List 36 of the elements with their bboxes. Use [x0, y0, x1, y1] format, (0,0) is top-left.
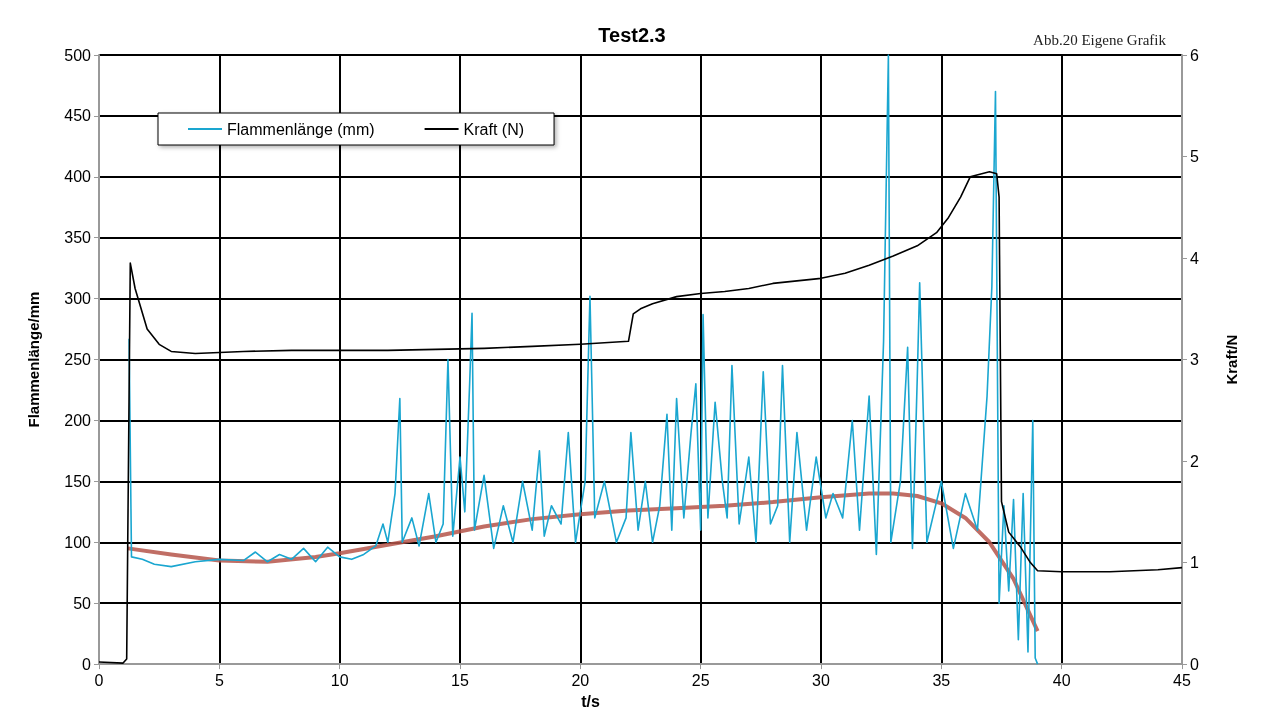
y2-tick-label: 6 [1190, 46, 1199, 64]
y2-tick-label: 5 [1190, 148, 1199, 166]
y2-tick-label: 2 [1190, 452, 1199, 470]
y-tick-label: 500 [64, 46, 92, 64]
y2-tick-label: 0 [1190, 655, 1199, 673]
x-tick-label: 35 [932, 671, 951, 689]
x-tick-label: 15 [451, 671, 469, 689]
x-tick-label: 10 [330, 671, 349, 689]
y-tick-label: 0 [82, 655, 92, 673]
y-tick-label: 100 [64, 533, 92, 551]
y-tick-label: 350 [64, 229, 92, 247]
legend-label: Flammenlänge (mm) [227, 120, 375, 138]
y2-tick-label: 3 [1190, 351, 1199, 369]
y-tick-label: 150 [64, 472, 92, 490]
y-tick-label: 200 [64, 411, 92, 429]
y2-tick-label: 4 [1190, 249, 1199, 267]
y-tick-label: 300 [64, 290, 92, 308]
y-axis-title: Flammenlänge/mm [25, 291, 42, 428]
legend-label: Kraft (N) [463, 120, 525, 138]
x-tick-label: 5 [214, 671, 224, 689]
y2-tick-label: 1 [1190, 554, 1199, 572]
x-tick-label: 45 [1173, 671, 1191, 689]
y-tick-label: 400 [64, 168, 92, 186]
x-tick-label: 20 [571, 671, 590, 689]
line-series [128, 54, 1039, 665]
x-tick-label: 30 [812, 671, 830, 689]
x-tick-label: 40 [1052, 671, 1071, 689]
x-axis-title: t/s [581, 692, 600, 710]
caption: Abb.20 Eigene Grafik [1033, 31, 1167, 48]
chart-title: Test2.3 [598, 24, 666, 46]
x-tick-label: 0 [94, 671, 104, 689]
y-tick-label: 250 [64, 351, 92, 369]
y-tick-label: 50 [73, 594, 92, 612]
x-tick-label: 25 [691, 671, 710, 689]
y2-axis-title: Kraft/N [1223, 334, 1240, 385]
y-tick-label: 450 [64, 107, 92, 125]
